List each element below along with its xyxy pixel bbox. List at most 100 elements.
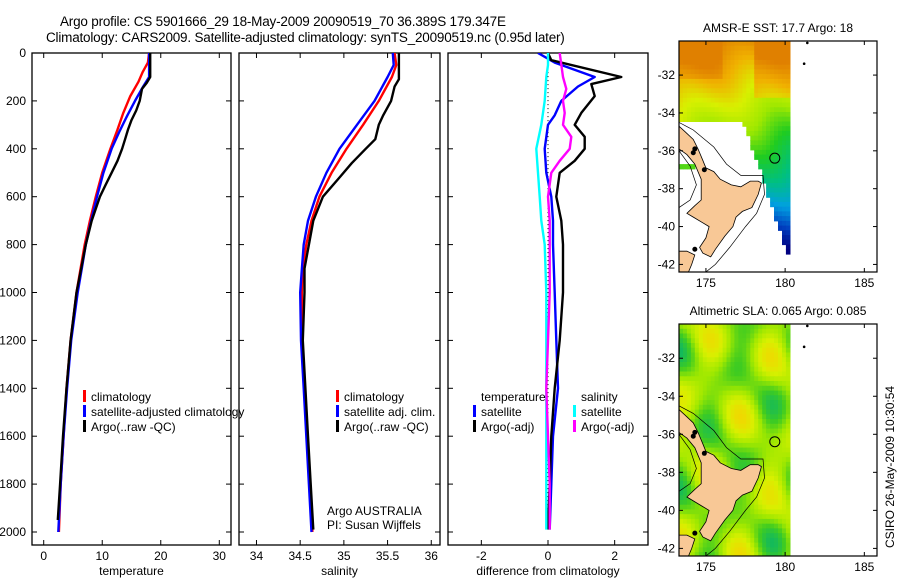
heatmap-cell [758,74,763,80]
heatmap-cell [714,83,720,89]
heatmap-cell [754,347,759,354]
heatmap-cell [750,409,755,415]
heatmap-cell [766,126,771,132]
heatmap-cell [746,126,751,132]
heatmap-cell [750,366,755,373]
heatmap-cell [774,423,779,430]
x-tick-label: 30 [213,549,227,563]
heatmap-cell [686,338,692,344]
heatmap-cell [683,362,688,368]
heatmap-cell [698,93,704,99]
heatmap-cell [683,83,688,89]
x-tick-label: 185 [854,276,874,290]
heatmap-cell [774,154,779,160]
heatmap-cell [683,333,688,339]
heatmap-cell [758,112,763,118]
heatmap-cell [694,509,700,515]
heatmap-cell [742,324,747,330]
heatmap-cell [726,428,732,434]
heatmap-cell [766,542,771,549]
heatmap-cell [710,414,716,420]
heatmap-cell [698,409,704,415]
heatmap-cell [766,135,771,141]
heatmap-cell [770,509,775,515]
heatmap-cell [714,343,720,349]
heatmap-cell [738,466,743,472]
heatmap-cell [730,83,736,89]
heatmap-cell [785,140,791,146]
heatmap-cell [742,352,747,358]
heatmap-cell [746,83,751,89]
heatmap-cell [778,457,783,463]
heatmap-cell [694,480,700,487]
heatmap-cell [718,381,724,387]
heatmap-cell [706,88,712,94]
heatmap-cell [690,59,696,66]
heatmap-cell [770,490,775,496]
heatmap-cell [722,112,728,118]
heatmap-cell [782,206,787,212]
heatmap-cell [734,107,739,113]
heatmap-cell [762,45,767,51]
heatmap-cell [698,112,704,118]
x-tick-label: 34.5 [288,549,312,563]
heatmap-cell [758,324,763,330]
heatmap-cell [785,173,791,179]
heatmap-cell [785,168,791,175]
heatmap-cell [722,333,728,339]
heatmap-cell [726,64,732,70]
heatmap-cell [750,390,755,396]
heatmap-cell [710,376,716,382]
heatmap-cell [782,69,787,75]
heatmap-cell [782,145,787,151]
heatmap-cell [702,41,708,47]
heatmap-cell [762,116,767,122]
heatmap-cell [706,93,712,99]
heatmap-cell [774,116,779,122]
heatmap-cell [679,69,684,75]
heatmap-cell [782,471,787,477]
heatmap-cell [778,347,783,354]
heatmap-cell [770,528,775,534]
heatmap-cell [734,88,739,94]
heatmap-cell [718,371,724,377]
argo-float-marker [769,152,781,164]
heatmap-cell [782,130,787,137]
heatmap-cell [714,93,720,99]
heatmap-cell [750,414,755,420]
heatmap-cell [722,366,728,373]
heatmap-cell [785,149,791,156]
heatmap-cell [758,409,763,415]
heatmap-cell [750,447,755,453]
heatmap-cell [683,442,688,449]
heatmap-cell [782,547,787,553]
heatmap-cell [694,83,700,89]
heatmap-cell [714,542,720,549]
heatmap-cell [738,542,743,549]
heatmap-cell [782,485,787,491]
heatmap-cell [766,438,771,444]
heatmap-cell [778,528,783,534]
heatmap-cell [698,547,704,553]
heatmap-cell [698,509,704,515]
heatmap-cell [734,93,739,99]
heatmap-cell [778,93,783,99]
heatmap-cell [722,423,728,430]
heatmap-cell [686,466,692,472]
heatmap-cell [679,93,684,99]
heatmap-cell [766,145,771,151]
heatmap-cell [679,338,684,344]
heatmap-cell [714,409,720,415]
heatmap-cell [694,347,700,354]
heatmap-cell [734,395,739,401]
heatmap-cell [714,59,720,66]
heatmap-cell [718,409,724,415]
heatmap-cell [690,352,696,358]
heatmap-cell [770,347,775,354]
heatmap-cell [683,59,688,66]
heatmap-cell [774,135,779,141]
heatmap-cell [785,480,791,487]
heatmap-cell [770,116,775,122]
heatmap-cell [706,45,712,51]
heatmap-cell [766,452,771,458]
